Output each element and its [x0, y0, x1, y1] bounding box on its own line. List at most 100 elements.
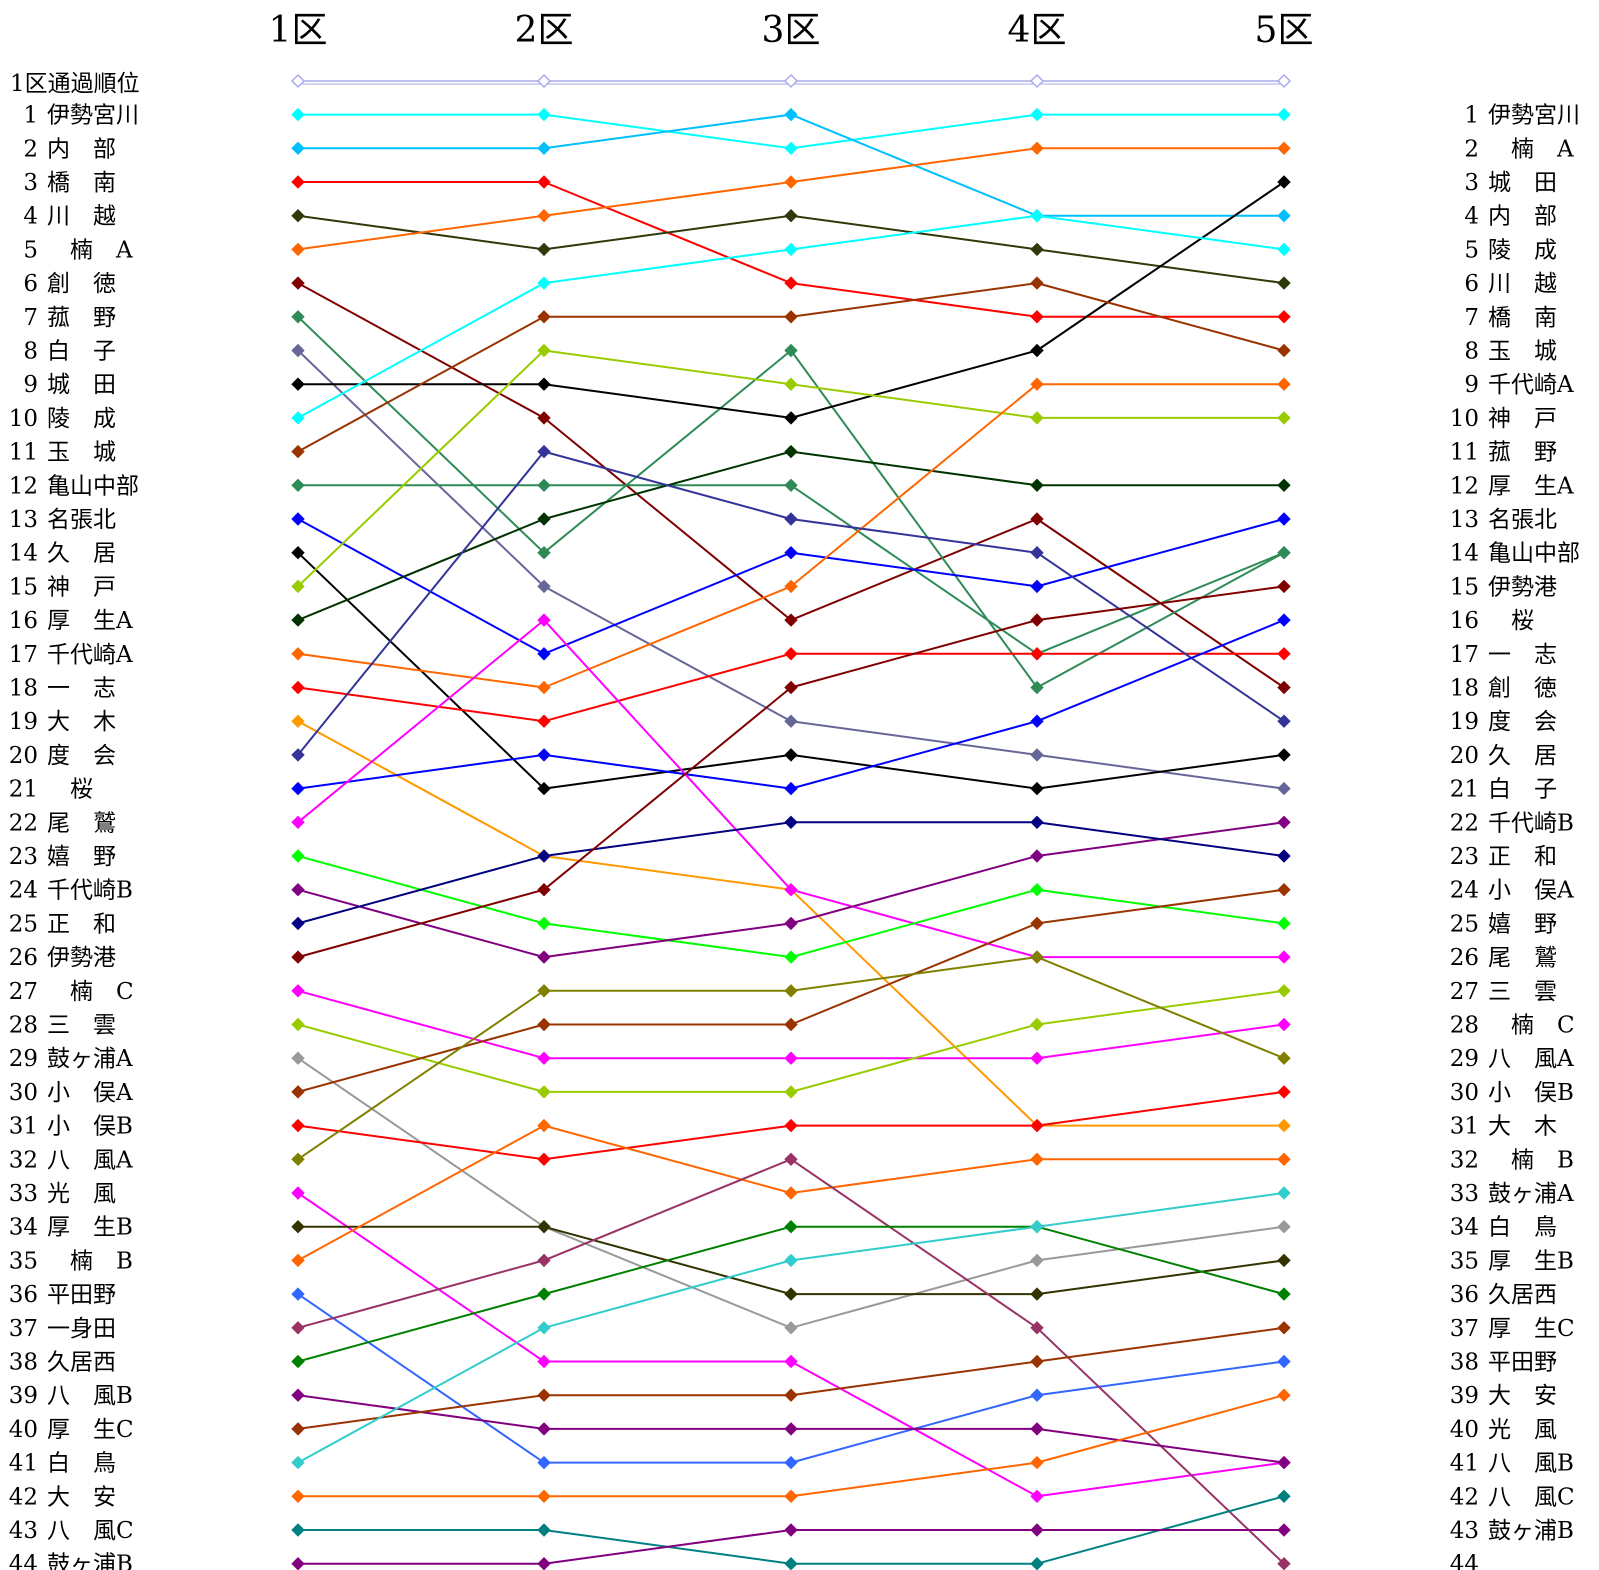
series-44-marker-1	[291, 1556, 305, 1570]
series-23-marker-2	[537, 916, 551, 931]
right-team-name: 創 徳	[1488, 676, 1557, 702]
right-team-name: 平田野	[1488, 1350, 1557, 1376]
series-8-marker-5	[1277, 781, 1291, 796]
series-5-marker-4	[1030, 141, 1044, 156]
series-29-marker-4	[1030, 1253, 1044, 1268]
series-9-marker-4	[1030, 343, 1044, 358]
left-rank-number: 29	[9, 1046, 38, 1072]
series-18-marker-2	[537, 714, 551, 728]
series-7-marker-3	[784, 343, 798, 358]
series-22-marker-1	[291, 815, 305, 830]
right-team-name: 内 部	[1488, 204, 1557, 230]
series-25-marker-3	[784, 815, 798, 830]
left-rank-number: 18	[9, 676, 38, 702]
series-16-marker-1	[291, 613, 305, 627]
left-team-name: 桜	[47, 777, 93, 803]
left-team-name: 城 田	[47, 372, 116, 398]
series-14-marker-2	[537, 781, 551, 796]
right-rank-number: 2	[1464, 136, 1479, 162]
series-line-11	[297, 282, 1285, 453]
series-42-marker-1	[291, 1489, 305, 1504]
right-rank-number: 13	[1450, 507, 1479, 533]
right-rank-number: 22	[1450, 810, 1479, 836]
series-23-marker-1	[291, 849, 305, 863]
left-rank-number: 36	[9, 1282, 38, 1308]
left-team-name: 陵 成	[47, 406, 116, 432]
series-30-marker-2	[537, 1017, 551, 1032]
right-rank-number: 15	[1450, 574, 1479, 600]
series-36-marker-1	[291, 1287, 305, 1301]
series-9-marker-5	[1277, 175, 1291, 189]
left-team-name: 八 風A	[47, 1147, 133, 1173]
series-18-marker-1	[291, 680, 305, 695]
series-10-marker-5	[1277, 242, 1291, 257]
series-line-36	[297, 1293, 1285, 1464]
series-26-marker-1	[291, 950, 305, 964]
right-team-name: 白 鳥	[1488, 1215, 1557, 1241]
series-14-marker-4	[1030, 781, 1044, 796]
left-team-name: 大 木	[47, 709, 116, 735]
series-11-marker-4	[1030, 276, 1044, 290]
left-rank-number: 12	[9, 473, 38, 499]
series-1-marker-3	[784, 141, 798, 156]
right-rank-number: 43	[1450, 1518, 1479, 1544]
right-team-name: 嬉 野	[1488, 911, 1557, 937]
right-rank-number: 6	[1464, 271, 1479, 297]
series-17-marker-2	[537, 680, 551, 695]
series-27-marker-3	[784, 1051, 798, 1065]
right-rank-number: 33	[1450, 1181, 1479, 1207]
left-rank-number: 38	[9, 1350, 38, 1376]
left-team-name: 厚 生A	[47, 608, 133, 634]
right-team-name: 伊勢宮川	[1488, 103, 1580, 129]
series-2-marker-2	[537, 141, 551, 156]
series-17-marker-4	[1030, 377, 1044, 391]
series-6-marker-5	[1277, 680, 1291, 695]
right-rank-number: 8	[1464, 339, 1479, 365]
series-22-marker-2	[537, 613, 551, 627]
series-10-marker-1	[291, 411, 305, 425]
series-34-marker-3	[784, 1287, 798, 1301]
column-header-5: 5区	[1255, 10, 1314, 51]
left-team-name: 橋 南	[47, 170, 116, 196]
series-29-marker-5	[1277, 1219, 1291, 1234]
series-25-marker-5	[1277, 849, 1291, 863]
left-team-name: 嬉 野	[47, 844, 116, 870]
series-4-marker-2	[537, 242, 551, 257]
series-41-marker-4	[1030, 1219, 1044, 1234]
series-32-marker-1	[291, 1152, 305, 1167]
right-team-name: 厚 生B	[1488, 1248, 1574, 1274]
series-21-marker-5	[1277, 613, 1291, 627]
left-rank-number: 30	[9, 1080, 38, 1106]
series-32-marker-4	[1030, 950, 1044, 964]
series-14-marker-5	[1277, 748, 1291, 762]
series-13-marker-2	[537, 647, 551, 661]
series-line-40	[297, 1326, 1285, 1430]
left-header-label: 1区通過順位	[10, 71, 140, 97]
series-12-marker-3	[784, 478, 798, 493]
series-10-marker-3	[784, 242, 798, 257]
right-rank-number: 7	[1464, 305, 1479, 331]
left-team-name: 尾 鷲	[47, 810, 116, 836]
series-line-7	[297, 316, 1285, 689]
series-26-marker-2	[537, 882, 551, 897]
left-rank-number: 11	[9, 440, 38, 466]
series-42-marker-3	[784, 1489, 798, 1504]
left-rank-number: 7	[23, 305, 38, 331]
left-team-name: 一身田	[47, 1316, 116, 1342]
left-rank-number: 34	[9, 1215, 38, 1241]
series-8-marker-2	[537, 579, 551, 594]
left-team-name: 亀山中部	[47, 473, 139, 499]
left-rank-number: 41	[9, 1451, 38, 1477]
left-rank-number: 32	[9, 1147, 38, 1173]
column-header-4: 4区	[1008, 10, 1067, 51]
left-rank-number: 1	[23, 103, 38, 129]
series-line-21	[297, 619, 1285, 790]
left-rank-number: 16	[9, 608, 38, 634]
left-rank-number: 40	[9, 1417, 38, 1443]
right-team-name: 神 戸	[1488, 406, 1557, 432]
series-33-marker-3	[784, 1354, 798, 1369]
series-33-marker-4	[1030, 1489, 1044, 1504]
series-31-marker-5	[1277, 1085, 1291, 1099]
series-19-marker-5	[1277, 1118, 1291, 1133]
